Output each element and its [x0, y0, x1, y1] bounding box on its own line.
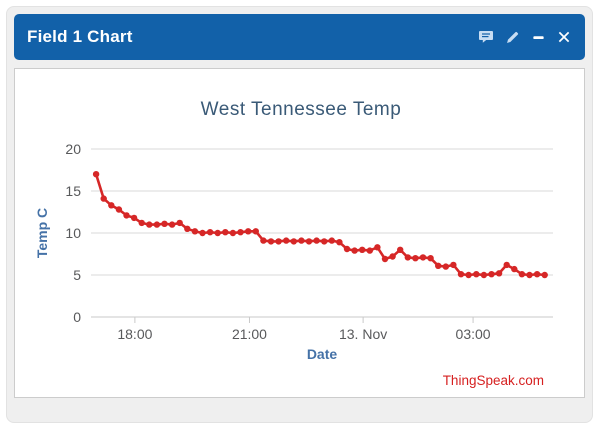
data-point[interactable]: [115, 206, 123, 213]
collapse-button[interactable]: [530, 29, 546, 45]
data-point[interactable]: [511, 265, 518, 273]
data-point[interactable]: [442, 263, 449, 270]
data-point[interactable]: [176, 219, 183, 227]
data-point[interactable]: [168, 221, 176, 228]
data-point[interactable]: [153, 221, 161, 228]
data-point[interactable]: [100, 195, 107, 202]
data-point[interactable]: [252, 228, 259, 235]
chart-panel: West Tennessee Temp 0 5 10 15 20 18:00 21:00 13.…: [14, 68, 585, 398]
data-point[interactable]: [267, 238, 275, 245]
data-point[interactable]: [503, 261, 510, 269]
y-tick-label: 20: [65, 141, 81, 157]
chart-widget-card: Field 1 Chart: [6, 6, 593, 423]
data-point[interactable]: [92, 171, 100, 178]
x-tick-label: 18:00: [117, 326, 152, 342]
y-axis-title: Temp C: [34, 208, 50, 258]
widget-header-actions: [478, 29, 572, 45]
data-point[interactable]: [480, 271, 488, 279]
data-point[interactable]: [130, 214, 138, 222]
data-point[interactable]: [366, 247, 373, 254]
data-point[interactable]: [222, 229, 229, 236]
data-point[interactable]: [123, 212, 130, 219]
data-point[interactable]: [465, 271, 472, 279]
edit-icon: [506, 31, 518, 43]
data-point[interactable]: [206, 229, 214, 236]
x-tick-label: 13. Nov: [339, 326, 387, 342]
data-point[interactable]: [146, 221, 153, 228]
y-tick-label: 5: [73, 267, 81, 283]
thingspeak-link[interactable]: ThingSpeak.com: [442, 373, 544, 388]
data-point[interactable]: [283, 237, 290, 244]
chart-title: West Tennessee Temp: [201, 99, 402, 120]
temperature-chart: West Tennessee Temp 0 5 10 15 20 18:00 21:00 13.…: [34, 99, 553, 362]
data-point[interactable]: [343, 245, 351, 253]
data-point[interactable]: [328, 237, 335, 244]
data-point[interactable]: [397, 246, 404, 253]
data-point[interactable]: [260, 237, 267, 244]
y-tick-label: 15: [65, 183, 81, 199]
data-point[interactable]: [359, 246, 366, 253]
data-point[interactable]: [495, 270, 503, 277]
data-point[interactable]: [389, 253, 396, 260]
data-point[interactable]: [488, 271, 495, 278]
data-point[interactable]: [419, 254, 427, 261]
data-point[interactable]: [533, 271, 541, 278]
data-point[interactable]: [450, 261, 457, 269]
data-point[interactable]: [313, 237, 320, 244]
y-tick-label: 10: [65, 225, 81, 241]
data-point[interactable]: [191, 228, 199, 235]
widget-title: Field 1 Chart: [27, 27, 133, 46]
data-point[interactable]: [412, 255, 419, 262]
data-point[interactable]: [199, 229, 206, 237]
data-point[interactable]: [381, 255, 389, 263]
x-tick-label: 03:00: [456, 326, 491, 342]
data-point[interactable]: [427, 255, 434, 262]
collapse-icon: [532, 35, 544, 39]
data-point[interactable]: [237, 229, 244, 236]
data-point[interactable]: [108, 202, 115, 209]
data-point[interactable]: [290, 238, 297, 245]
edit-button[interactable]: [504, 29, 520, 45]
data-point[interactable]: [541, 271, 548, 279]
data-point[interactable]: [457, 271, 465, 278]
data-point[interactable]: [473, 271, 480, 278]
x-tick-label: 21:00: [232, 326, 267, 342]
data-point[interactable]: [214, 229, 221, 237]
data-point[interactable]: [138, 219, 145, 227]
data-point[interactable]: [526, 271, 533, 279]
close-icon: [558, 31, 570, 43]
data-point[interactable]: [374, 244, 381, 251]
data-point[interactable]: [184, 225, 191, 232]
annotation-button[interactable]: [478, 29, 494, 45]
data-point[interactable]: [404, 254, 411, 261]
data-point[interactable]: [298, 237, 305, 244]
data-point[interactable]: [435, 262, 442, 269]
data-point[interactable]: [275, 238, 282, 245]
widget-header: Field 1 Chart: [14, 14, 585, 60]
data-point[interactable]: [229, 229, 237, 237]
data-point[interactable]: [305, 238, 313, 245]
y-tick-label: 0: [73, 309, 81, 325]
data-point[interactable]: [351, 247, 358, 254]
close-button[interactable]: [556, 29, 572, 45]
data-point[interactable]: [518, 271, 526, 278]
data-point[interactable]: [245, 228, 252, 235]
data-point[interactable]: [321, 238, 328, 245]
x-axis-title: Date: [307, 346, 338, 362]
data-point[interactable]: [336, 239, 343, 246]
annotation-icon: [479, 31, 493, 43]
data-point[interactable]: [161, 220, 168, 227]
